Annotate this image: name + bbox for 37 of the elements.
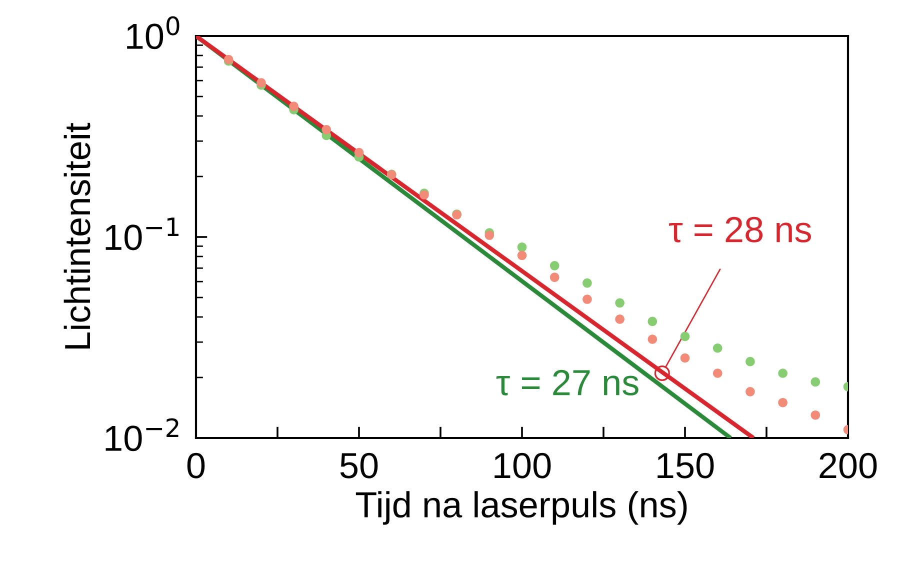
point bbox=[550, 272, 560, 282]
x-tick-label: 200 bbox=[820, 452, 877, 478]
x-tick-label: 0 bbox=[187, 452, 205, 478]
x-tick-label: 150 bbox=[658, 452, 714, 478]
x-tick-label: 100 bbox=[494, 452, 551, 478]
point bbox=[615, 314, 624, 324]
point bbox=[712, 343, 722, 353]
point bbox=[517, 250, 527, 260]
point bbox=[484, 230, 494, 240]
point bbox=[550, 261, 560, 270]
annotation: τ = 27 ns bbox=[496, 370, 638, 396]
point bbox=[582, 294, 592, 304]
point bbox=[289, 102, 298, 111]
point bbox=[810, 377, 820, 387]
point bbox=[322, 125, 332, 134]
point bbox=[746, 387, 755, 396]
point bbox=[615, 298, 624, 308]
y-tick-label: 10$^{−1}$ bbox=[106, 218, 178, 250]
point bbox=[712, 368, 722, 378]
point bbox=[648, 316, 658, 326]
point bbox=[680, 353, 690, 363]
point bbox=[582, 278, 592, 288]
y-tick-label: 10$^{0}$ bbox=[127, 16, 180, 50]
x-axis-title: Tijd na laserpuls (ns) bbox=[356, 491, 687, 525]
point bbox=[648, 334, 658, 344]
y-tick-label: 10$^{−2}$ bbox=[106, 418, 178, 452]
point bbox=[778, 398, 788, 408]
annotation: τ = 28 ns bbox=[669, 216, 811, 242]
y-axis-title: Lichtintensiteit bbox=[64, 122, 90, 348]
point bbox=[680, 332, 690, 342]
x-tick-label: 50 bbox=[340, 452, 378, 478]
point bbox=[517, 242, 527, 252]
point bbox=[746, 356, 755, 366]
point bbox=[810, 410, 820, 420]
point bbox=[778, 368, 788, 378]
point bbox=[354, 148, 364, 158]
point bbox=[256, 78, 266, 88]
